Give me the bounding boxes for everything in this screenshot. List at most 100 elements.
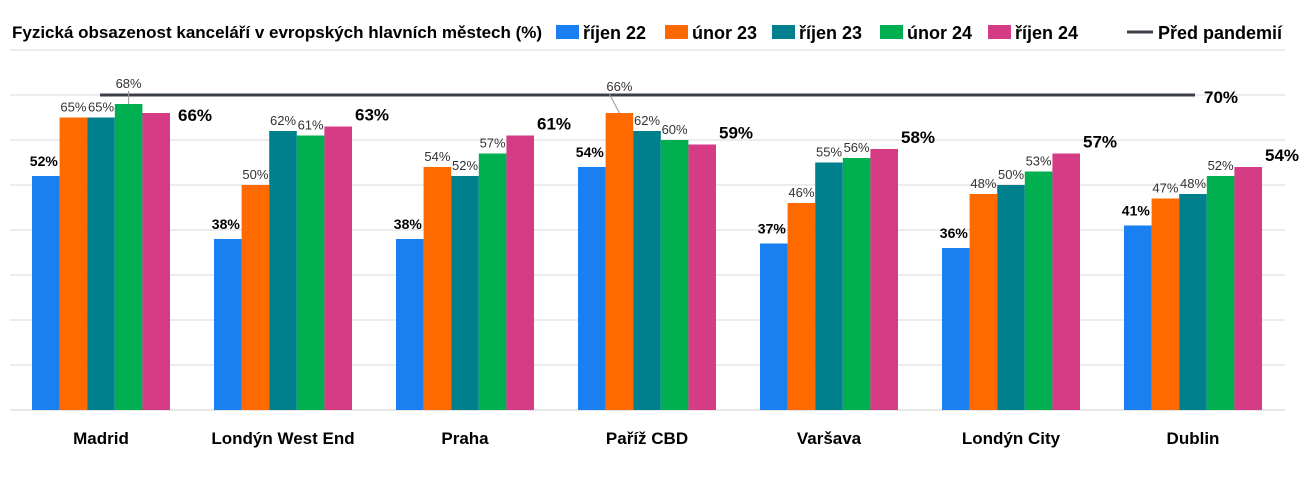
bar [942,248,970,410]
bar [32,176,60,410]
reference-line-group: 70% [100,88,1238,107]
data-label: 65% [88,100,114,115]
data-label: 36% [940,225,969,241]
bar [842,158,871,410]
data-label: 65% [60,100,86,115]
bar [1151,198,1180,410]
category-labels: Madrid Londýn West End Praha Paříž CBD Varša… [73,429,1219,448]
bar [478,153,507,410]
data-label: 63% [355,106,389,125]
data-label: 52% [452,158,478,173]
data-label: 54% [576,144,605,160]
data-label: 59% [719,124,753,143]
category-label: Madrid [73,429,129,448]
data-label: 62% [634,113,660,128]
leader-line [608,93,620,114]
bar [114,104,143,410]
data-label: 57% [1083,133,1117,152]
data-label: 68% [116,76,142,91]
data-label: 52% [30,153,59,169]
data-label: 37% [758,221,787,237]
bar [1234,167,1262,410]
legend-label: říjen 24 [1015,23,1078,43]
legend-label: Před pandemií [1158,23,1283,43]
data-label: 61% [298,118,324,133]
bar [241,185,270,410]
data-label: 53% [1026,154,1052,169]
data-label: 41% [1122,203,1151,219]
legend-swatch [772,25,795,39]
data-label: 61% [537,115,571,134]
value-labels: 52%65% 65%68%66%38%50%62% 61%63%38%54%52%5… [30,76,1299,241]
data-label: 48% [1180,176,1206,191]
bar [324,126,352,410]
bar [1124,225,1152,410]
bar [760,243,788,410]
data-label: 58% [901,128,935,147]
data-label: 38% [212,216,241,232]
legend: říjen 22 únor 23 říjen 23 únor 24 říjen 24 Př… [556,23,1283,43]
data-label: 54% [1265,146,1299,165]
data-label: 47% [1152,181,1178,196]
legend-item: únor 24 [880,23,972,43]
bar [1052,153,1080,410]
data-label: 66% [178,106,212,125]
bar [1024,171,1053,410]
data-label: 50% [998,167,1024,182]
category-label: Londýn City [962,429,1061,448]
reference-line-label: 70% [1204,88,1238,107]
legend-item: říjen 24 [988,23,1078,43]
legend-item: únor 23 [665,23,757,43]
category-label: Dublin [1167,429,1220,448]
data-label: 50% [242,167,268,182]
category-label: Varšava [797,429,862,448]
legend-item: Před pandemií [1127,23,1283,43]
bar [423,167,452,410]
category-label: Praha [441,429,489,448]
bar [1179,194,1207,410]
bar [87,117,115,410]
data-label: 57% [480,136,506,151]
legend-label: říjen 22 [583,23,646,43]
bar [59,117,88,410]
data-label: 52% [1208,158,1234,173]
category-label: Paříž CBD [606,429,688,448]
bar [815,162,843,410]
bar [451,176,479,410]
bar [688,144,716,410]
bar [142,113,170,410]
bar [660,140,689,410]
legend-label: říjen 23 [799,23,862,43]
data-label: 38% [394,216,423,232]
bar [396,239,424,410]
bar [870,149,898,410]
bar [214,239,242,410]
bar [969,194,998,410]
legend-label: únor 24 [907,23,972,43]
bar [1206,176,1235,410]
bar [506,135,534,410]
data-label: 60% [662,122,688,137]
data-label: 66% [606,79,632,94]
data-label: 62% [270,113,296,128]
legend-item: říjen 23 [772,23,862,43]
bar [997,185,1025,410]
bars [32,104,1262,410]
legend-swatch [665,25,688,39]
bar [605,113,634,410]
category-label: Londýn West End [211,429,354,448]
chart-title: Fyzická obsazenost kanceláří v evropskýc… [12,23,542,42]
legend-swatch [880,25,903,39]
bar [578,167,606,410]
bar [787,203,816,410]
legend-swatch [988,25,1011,39]
data-label: 56% [844,140,870,155]
legend-label: únor 23 [692,23,757,43]
data-label: 48% [970,176,996,191]
bar [633,131,661,410]
data-label: 55% [816,145,842,160]
bar [269,131,297,410]
legend-swatch [556,25,579,39]
data-label: 54% [424,149,450,164]
